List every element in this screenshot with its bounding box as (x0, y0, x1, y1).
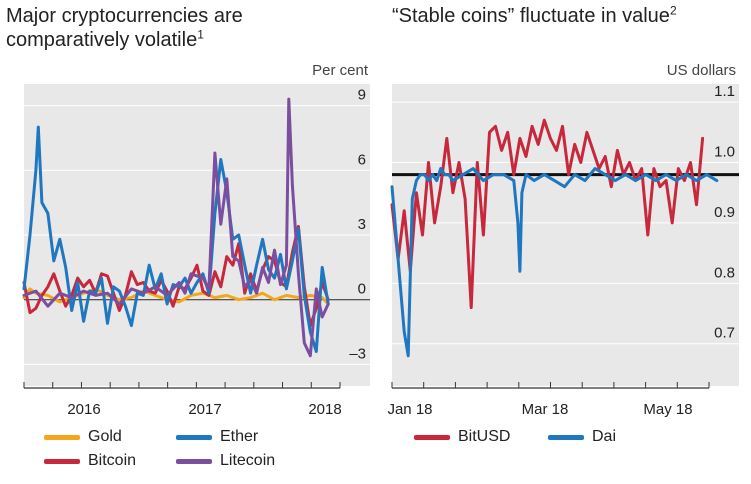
right-plot-background (392, 84, 739, 386)
right-chart-title: “Stable coins” fluctuate in value2 (392, 3, 677, 27)
right-y-tick-label: 0.8 (714, 264, 735, 281)
left-y-unit-label: Per cent (312, 62, 368, 79)
legend-item-dai: Dai (548, 428, 616, 446)
right-x-tick-label: May 18 (643, 401, 692, 418)
legend-swatch-dai (548, 434, 584, 440)
legend-label-ether: Ether (220, 428, 259, 445)
right-y-tick-label: 1.1 (714, 83, 735, 100)
left-y-tick-label: –3 (349, 345, 366, 362)
right-series-line-bitusd (390, 118, 705, 309)
left-series-line-litecoin (22, 97, 330, 358)
left-y-tick-label: 6 (358, 151, 366, 168)
legend-item-bitcoin: Bitcoin (44, 452, 136, 470)
legend-item-litecoin: Litecoin (176, 452, 275, 470)
legend-label-dai: Dai (592, 428, 617, 445)
legend-label-gold: Gold (88, 428, 122, 445)
left-x-tick-label: 2017 (188, 401, 221, 418)
legend-swatch-litecoin (176, 458, 212, 464)
legend-label-litecoin: Litecoin (220, 452, 276, 469)
left-y-tick-label: 3 (358, 216, 366, 233)
left-x-tick-label: 2018 (308, 401, 341, 418)
legend-label-bitusd: BitUSD (458, 428, 511, 445)
legend-label-bitcoin: Bitcoin (88, 452, 137, 469)
right-series-line-dai (390, 167, 719, 358)
legend-swatch-gold (44, 434, 80, 440)
legend-item-bitusd: BitUSD (414, 428, 510, 446)
right-y-tick-label: 0.7 (714, 325, 735, 342)
legend-item-ether: Ether (176, 428, 258, 446)
legend-swatch-bitusd (414, 434, 450, 440)
left-chart-title: Major cryptocurrencies are comparatively… (6, 5, 243, 51)
left-y-tick-label: 0 (358, 281, 366, 298)
right-y-tick-label: 0.9 (714, 204, 735, 221)
right-y-tick-label: 1.0 (714, 144, 735, 161)
left-x-tick-label: 2016 (67, 401, 100, 418)
legend-swatch-ether (176, 434, 212, 440)
right-y-unit-label: US dollars (666, 62, 736, 79)
legend-item-gold: Gold (44, 428, 122, 446)
right-x-tick-label: Mar 18 (522, 401, 569, 418)
left-y-tick-label: 9 (358, 87, 366, 104)
left-series-line-gold (22, 287, 330, 306)
right-x-tick-label: Jan 18 (387, 401, 432, 418)
legend-swatch-bitcoin (44, 458, 80, 464)
